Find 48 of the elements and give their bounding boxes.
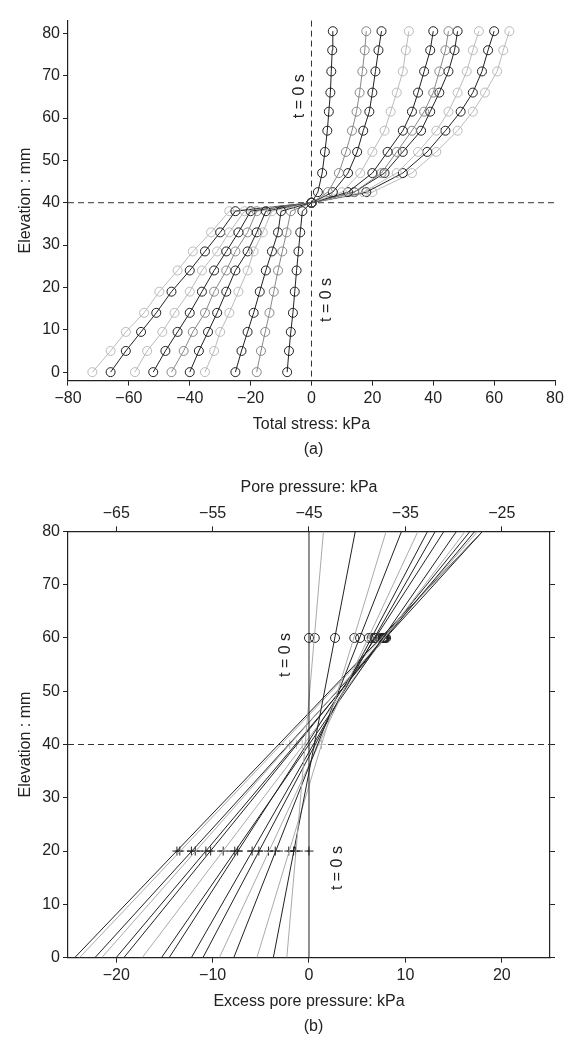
y-tick-label: 80 — [42, 521, 61, 539]
x-tick-label: 60 — [485, 388, 504, 406]
x-tick-label: 20 — [492, 965, 511, 983]
x-tick-label: −10 — [199, 965, 227, 983]
x-tick-label: 20 — [363, 388, 382, 406]
x-tick-label: 10 — [396, 965, 415, 983]
y-tick-label: 10 — [42, 894, 61, 912]
annotation: t = 0 s — [317, 277, 334, 322]
x-axis-title: Excess pore pressure: kPa — [213, 991, 405, 1009]
x-tick-label: −60 — [115, 388, 143, 406]
x-tick-label: 0 — [307, 388, 317, 406]
x2-axis-title: Pore pressure: kPa — [240, 478, 378, 496]
y-tick-label: 70 — [42, 575, 61, 593]
y-tick-label: 20 — [42, 841, 61, 859]
y-tick-label: 60 — [42, 628, 61, 646]
y-tick-label: 50 — [42, 150, 61, 168]
annotation: t = 0 s — [289, 74, 307, 119]
annotation: t = 0 s — [328, 846, 346, 891]
y-tick-label: 10 — [42, 320, 61, 338]
text: (b) — [302, 1016, 325, 1036]
y-tick-label: 30 — [42, 788, 61, 806]
x-axis-title: Total stress: kPa — [252, 414, 371, 432]
x-tick-label: −20 — [102, 965, 130, 983]
y-axis-title: Elevation : mm — [16, 691, 34, 798]
x-tick-label: 40 — [424, 388, 443, 406]
y-tick-label: 50 — [42, 681, 61, 699]
text: (a) — [302, 439, 325, 459]
x-tick-label: −40 — [176, 388, 204, 406]
y-tick-label: 0 — [51, 948, 61, 966]
y-tick-label: 40 — [42, 734, 61, 752]
x2-tick-label: −55 — [199, 504, 227, 522]
y-tick-label: 70 — [42, 66, 61, 84]
y-tick-label: 20 — [42, 277, 61, 295]
x2-tick-label: −45 — [295, 504, 323, 522]
y-tick-label: 60 — [42, 108, 61, 126]
x2-tick-label: −65 — [102, 504, 130, 522]
y-axis-title: Elevation : mm — [16, 147, 34, 254]
y-tick-label: 40 — [42, 193, 61, 211]
x-tick-label: −20 — [237, 388, 265, 406]
y-tick-label: 0 — [51, 362, 61, 380]
x-tick-label: 80 — [546, 388, 564, 406]
x-tick-label: 0 — [304, 965, 314, 983]
annotation: t = 0 s — [276, 632, 294, 678]
x-tick-label: −80 — [54, 388, 82, 406]
y-tick-label: 80 — [42, 23, 61, 41]
x2-tick-label: −25 — [488, 504, 516, 522]
y-tick-label: 30 — [42, 235, 61, 253]
x2-tick-label: −35 — [391, 504, 420, 522]
